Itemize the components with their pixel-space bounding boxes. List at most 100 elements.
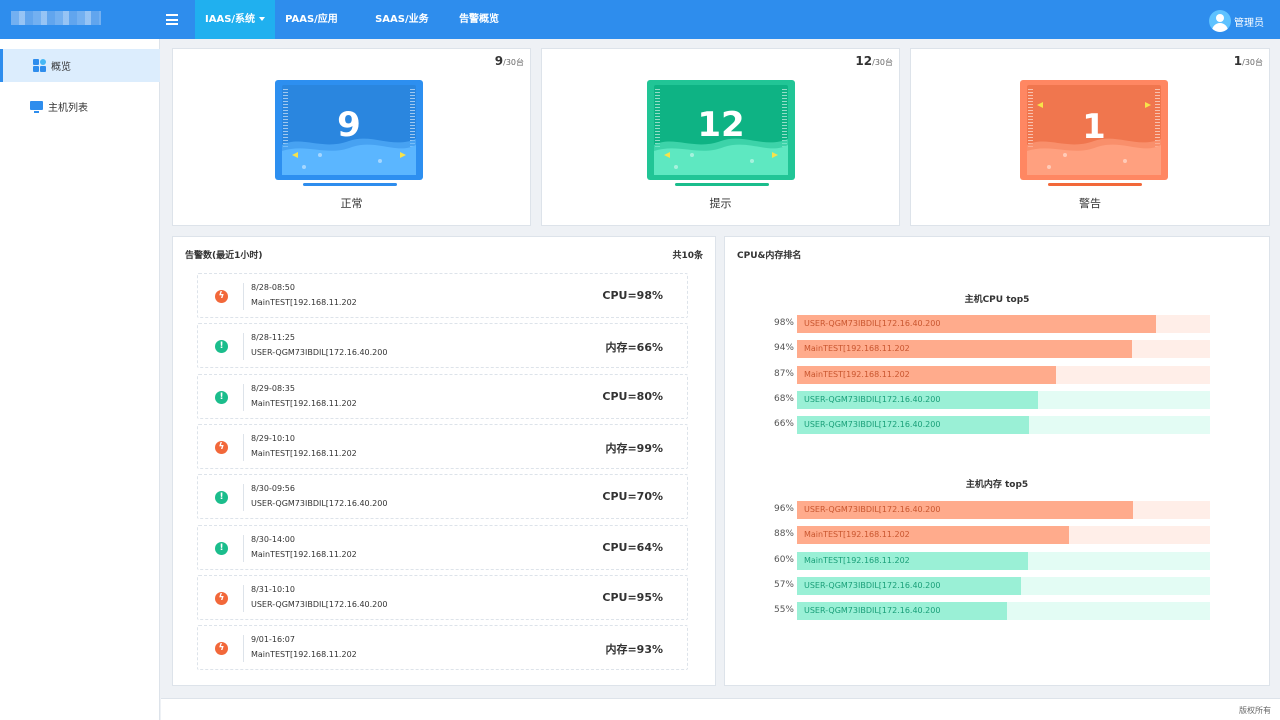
sidebar: 概览 主机列表 [0,39,160,720]
status-label: 正常 [340,197,363,210]
cpu-rank-title: 主机CPU top5 [964,295,1030,305]
mem-rank-title: 主机内存 top5 [965,480,1029,490]
cpu-rank-row: 87% MainTEST[192.168.11.202 [765,365,1210,384]
exclamation-hint-icon: ! [215,340,228,354]
rank-percent: 94% [773,343,794,354]
monitor-icon [30,100,43,113]
alert-list-item[interactable]: ! 8/30-09:56 USER-QGM73IBDIL[172.16.40.2… [197,474,688,520]
monitor-stand [675,183,769,186]
sidebar-item-overview[interactable]: 概览 [0,49,160,82]
divider [243,383,244,411]
divider [243,433,244,461]
monitor-stand [303,183,397,186]
alert-host: MainTEST[192.168.11.202 [251,298,357,307]
exclamation-hint-icon: ! [215,491,228,505]
alert-metric: CPU=64% [602,540,663,554]
nav-tab-paas[interactable]: PAAS/应用 [285,14,338,25]
alert-time: 8/29-10:10 [251,433,295,443]
alert-list-item[interactable]: ϟ 9/01-16:07 MainTEST[192.168.11.202 内存=… [197,625,688,671]
alert-list-item[interactable]: ! 8/30-14:00 MainTEST[192.168.11.202 CPU… [197,524,688,570]
menu-toggle-icon[interactable] [166,14,178,25]
divider [243,584,244,612]
rank-bar-fill [797,551,1028,570]
rank-host: USER-QGM73IBDIL[172.16.40.200 [804,580,941,590]
host-count: 12/30台 [855,54,893,68]
status-card-hint[interactable]: 12/30台 12 提示 [541,48,900,226]
rank-bar-fill [797,501,1133,519]
rank-percent: 60% [773,554,794,565]
alert-host: USER-QGM73IBDIL[172.16.40.200 [251,599,388,609]
alert-host: MainTEST[192.168.11.202 [251,650,357,660]
divider [243,283,244,310]
rank-percent: 87% [773,368,794,379]
rank-bar-track: MainTEST[192.168.11.202 [797,526,1210,545]
status-monitor-graphic: 12 [647,80,795,180]
rank-percent: 55% [773,605,794,616]
avatar-icon [1209,10,1231,32]
user-menu[interactable]: 管理员 [1209,10,1264,32]
sidebar-item-hosts[interactable]: 主机列表 [0,90,160,123]
divider [243,534,244,562]
lightning-warning-icon: ϟ [215,642,228,656]
alert-metric: CPU=70% [602,490,663,504]
user-name: 管理员 [1234,17,1264,29]
rank-host: MainTEST[192.168.11.202 [804,369,910,379]
lightning-warning-icon: ϟ [215,591,228,605]
exclamation-hint-icon: ! [215,541,228,555]
alert-list-item[interactable]: ! 8/28-11:25 USER-QGM73IBDIL[172.16.40.2… [197,323,688,369]
lightning-warning-icon: ϟ [215,290,228,303]
status-monitor-graphic: 9 [275,80,423,180]
rank-host: USER-QGM73IBDIL[172.16.40.200 [804,394,941,404]
alert-list-item[interactable]: ! 8/29-08:35 MainTEST[192.168.11.202 CPU… [197,373,688,419]
nav-tab-alerts[interactable]: 告警概览 [459,14,500,25]
rank-bar-track: USER-QGM73IBDIL[172.16.40.200 [797,416,1210,435]
nav-tab-saas[interactable]: SAAS/业务 [375,14,429,25]
cpu-rank-row: 68% USER-QGM73IBDIL[172.16.40.200 [765,390,1210,409]
top-navbar: IAAS/系统 PAAS/应用 SAAS/业务 告警概览 管理员 [0,0,1280,39]
rank-host: MainTEST[192.168.11.202 [804,555,910,565]
status-card-normal[interactable]: 9/30台 9 正常 [172,48,531,226]
status-count-number: 12 [697,105,745,145]
divider [243,333,244,361]
alert-list-item[interactable]: ϟ 8/29-10:10 MainTEST[192.168.11.202 内存=… [197,423,688,469]
exclamation-hint-icon: ! [215,390,228,404]
rank-host: USER-QGM73IBDIL[172.16.40.200 [804,606,941,616]
rank-host: USER-QGM73IBDIL[172.16.40.200 [804,420,941,430]
ranking-panel: CPU&内存排名 主机CPU top5 98% USER-QGM73IBDIL[… [724,236,1270,686]
alert-time: 8/29-08:35 [251,383,295,393]
rank-percent: 88% [773,529,794,540]
nav-tab-iaas[interactable]: IAAS/系统 [195,0,276,39]
alert-list-item[interactable]: ϟ 8/31-10:10 USER-QGM73IBDIL[172.16.40.2… [197,574,688,620]
status-card-warning[interactable]: 1/30台 1 警告 [910,48,1270,226]
status-count-number: 9 [337,105,361,145]
alert-metric: 内存=66% [605,341,663,355]
dashboard-grid-icon [33,59,46,72]
mem-rank-row: 57% USER-QGM73IBDIL[172.16.40.200 [765,576,1210,595]
cpu-rank-row: 94% MainTEST[192.168.11.202 [765,340,1210,359]
rank-bar-fill [797,390,1038,409]
rank-percent: 98% [773,318,794,328]
alert-time: 9/01-16:07 [251,635,295,645]
alert-time: 8/30-09:56 [251,484,295,494]
status-label: 提示 [709,197,732,210]
alert-metric: CPU=95% [602,590,663,604]
rank-bar-track: USER-QGM73IBDIL[172.16.40.200 [797,390,1210,409]
alert-time: 8/30-14:00 [251,534,295,544]
sidebar-item-label: 主机列表 [48,103,88,114]
rank-bar-track: USER-QGM73IBDIL[172.16.40.200 [797,501,1210,519]
alert-time: 8/28-11:25 [251,333,295,343]
alerts-panel-title: 告警数(最近1小时) [185,251,263,261]
divider [243,635,244,663]
alert-list-item[interactable]: ϟ 8/28-08:50 MainTEST[192.168.11.202 CPU… [197,273,688,318]
rank-bar-fill [797,340,1132,359]
brand-logo[interactable] [11,11,101,25]
rank-bar-fill [797,576,1021,595]
mem-rank-row: 60% MainTEST[192.168.11.202 [765,551,1210,570]
rank-bar-fill [797,365,1056,384]
rank-bar-track: USER-QGM73IBDIL[172.16.40.200 [797,602,1210,621]
footer: 版权所有 [161,698,1280,720]
chevron-down-icon [259,17,266,21]
copyright-text: 版权所有 [1239,706,1271,715]
rank-bar-fill [797,315,1156,333]
alert-time: 8/31-10:10 [251,584,295,594]
